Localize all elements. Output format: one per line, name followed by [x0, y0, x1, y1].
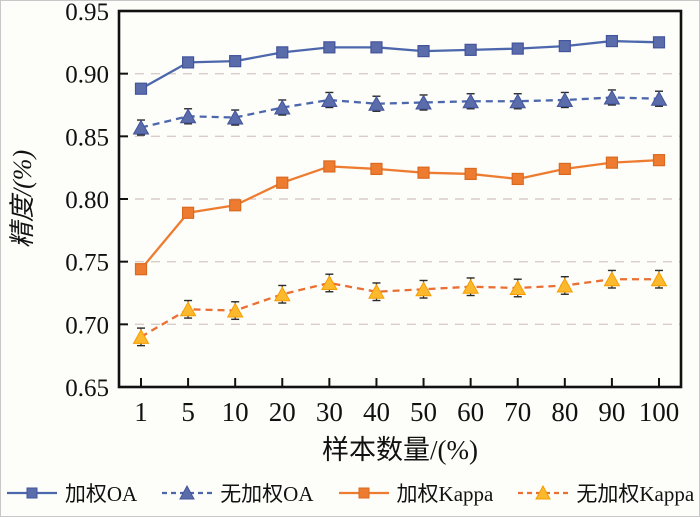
data-point-marker: [321, 91, 338, 107]
x-tick-label: 1: [134, 397, 148, 427]
data-point-marker: [605, 34, 619, 48]
legend-label-weighted-oa: 加权OA: [64, 482, 138, 506]
legend-marker-sample: [179, 484, 196, 500]
x-tick-label: 50: [410, 397, 437, 427]
data-point-marker: [417, 166, 430, 179]
data-point-marker: [462, 278, 479, 294]
data-point-marker: [370, 162, 383, 176]
data-point-marker: [368, 95, 385, 111]
x-tick-label: 100: [639, 397, 680, 427]
x-axis-title: 样本数量/(%): [322, 435, 478, 465]
data-point-marker: [556, 91, 574, 107]
legend-item-unweighted-oa: 无加权OA: [161, 478, 314, 508]
legend-item-unweighted-kappa: 无加权Kappa: [517, 478, 694, 508]
x-tick-label: 40: [363, 397, 390, 427]
data-point-marker: [652, 36, 666, 49]
legend-marker-sample: [26, 487, 38, 499]
data-point-marker: [464, 167, 477, 181]
data-point-marker: [323, 41, 336, 54]
data-point-marker: [509, 279, 527, 295]
series-line-unweighted-oa: [140, 96, 660, 129]
series-weighted-kappa: [134, 154, 666, 276]
legend-label-unweighted-oa: 无加权OA: [220, 482, 314, 506]
x-tick-label: 10: [222, 397, 249, 427]
data-point-marker: [558, 39, 571, 53]
y-tick-label: 0.65: [65, 375, 109, 402]
y-tick-label: 0.95: [65, 1, 109, 26]
data-point-marker: [370, 41, 383, 54]
data-point-marker: [511, 172, 524, 186]
legend-item-weighted-kappa: 加权Kappa: [338, 478, 494, 508]
accuracy-line-chart: 0.65 0.70 0.75 0.80 0.85 0.90 0.95 1 5 10 20 30 40 50…: [8, 1, 683, 465]
legend-item-weighted-oa: 加权OA: [6, 478, 137, 508]
x-tick-label: 5: [181, 397, 195, 427]
data-point-marker: [273, 99, 291, 115]
x-tick-label: 90: [598, 397, 625, 427]
data-point-marker: [415, 281, 432, 297]
x-tick-label: 80: [551, 397, 578, 427]
y-tick-label: 0.85: [65, 124, 109, 151]
data-point-marker: [368, 283, 385, 299]
data-point-marker: [179, 108, 197, 124]
data-point-marker: [179, 301, 197, 317]
series-line-weighted-kappa: [140, 158, 660, 270]
x-tick-label: 70: [504, 397, 531, 427]
legend-marker-weighted-oa: [6, 487, 57, 499]
legend-marker-weighted-kappa: [338, 487, 389, 499]
data-point-marker: [132, 119, 150, 135]
data-series: [132, 34, 668, 347]
data-point-marker: [134, 82, 148, 95]
legend-marker-unweighted-oa: [162, 484, 213, 500]
series-weighted-oa: [134, 34, 666, 95]
data-point-marker: [509, 93, 527, 109]
data-point-marker: [134, 263, 148, 276]
data-point-marker: [276, 46, 289, 59]
legend-marker-sample: [358, 487, 370, 499]
data-point-marker: [229, 199, 242, 212]
chart-legend: 加权OA 无加权OA 加权Kappa 无加权Kappa: [1, 470, 699, 516]
y-tick-label: 0.75: [65, 250, 109, 277]
data-point-marker: [415, 94, 432, 110]
data-point-marker: [229, 55, 242, 68]
x-tick-label: 60: [457, 397, 484, 427]
y-axis-title: 精度/(%): [8, 150, 37, 248]
legend-marker-sample: [535, 484, 552, 500]
data-point-marker: [558, 162, 571, 176]
data-point-marker: [226, 302, 244, 318]
data-point-marker: [464, 43, 477, 56]
series-line-unweighted-kappa: [140, 278, 659, 338]
data-point-marker: [511, 42, 524, 55]
legend-label-weighted-kappa: 加权Kappa: [396, 482, 494, 506]
data-point-marker: [417, 45, 430, 58]
data-point-marker: [226, 109, 244, 125]
series-unweighted-oa: [132, 89, 668, 136]
data-point-marker: [603, 89, 621, 105]
data-point-marker: [650, 90, 668, 106]
legend-label-unweighted-kappa: 无加权Kappa: [576, 482, 695, 506]
data-point-marker: [321, 274, 338, 290]
data-point-marker: [650, 271, 668, 287]
data-point-marker: [181, 56, 195, 69]
data-point-marker: [181, 206, 195, 219]
data-point-marker: [605, 156, 619, 169]
series-line-weighted-oa: [140, 39, 660, 90]
x-tick-label: 20: [269, 397, 296, 427]
series-unweighted-kappa: [132, 269, 668, 347]
y-tick-label: 0.90: [65, 62, 109, 89]
legend-marker-unweighted-kappa: [518, 484, 569, 500]
x-tick-label: 30: [316, 397, 343, 427]
y-tick-label: 0.70: [65, 312, 109, 339]
data-point-marker: [323, 160, 336, 173]
data-point-marker: [273, 286, 291, 302]
y-tick-label: 0.80: [65, 187, 109, 214]
gridlines: [119, 72, 681, 326]
data-point-marker: [132, 328, 150, 344]
data-point-marker: [556, 277, 574, 293]
axes: 0.65 0.70 0.75 0.80 0.85 0.90 0.95 1 5 10 20 30 40 50…: [65, 1, 683, 427]
data-point-marker: [603, 271, 621, 287]
data-point-marker: [276, 176, 289, 189]
data-point-marker: [652, 154, 666, 167]
data-point-marker: [462, 93, 479, 109]
